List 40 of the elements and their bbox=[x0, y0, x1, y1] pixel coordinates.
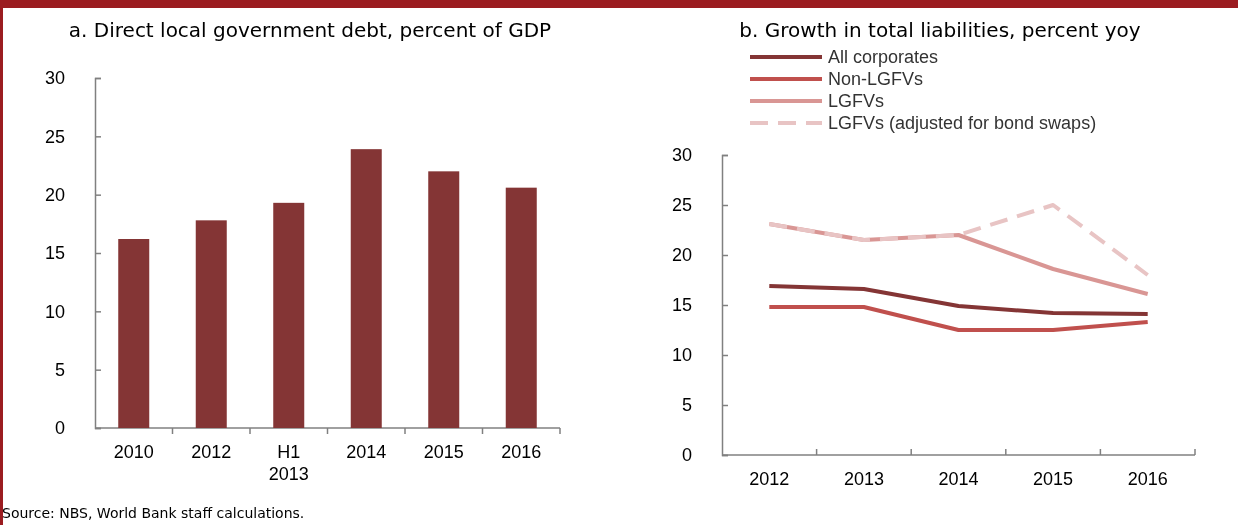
bar bbox=[505, 187, 537, 428]
bar bbox=[350, 149, 382, 428]
y-tick-label: 25 bbox=[44, 126, 65, 147]
y-tick-label: 20 bbox=[671, 245, 692, 266]
y-tick-label: 5 bbox=[681, 395, 692, 416]
bar bbox=[428, 171, 460, 428]
x-tick-label: 2012 bbox=[191, 442, 232, 462]
x-tick-label: 2015 bbox=[423, 442, 464, 462]
line-series bbox=[767, 203, 1150, 277]
legend-label: Non-LGFVs bbox=[828, 69, 924, 89]
y-tick-label: 30 bbox=[671, 145, 692, 166]
x-tick-label: 2012 bbox=[749, 469, 790, 489]
x-tick-label: H1 2013 bbox=[268, 442, 309, 484]
legend-label: All corporates bbox=[828, 47, 939, 67]
y-tick-label: 0 bbox=[681, 445, 692, 466]
x-tick-label: 2014 bbox=[346, 442, 387, 462]
y-tick-label: 30 bbox=[44, 68, 65, 89]
source-note: Source: NBS, World Bank staff calculations. bbox=[2, 505, 305, 521]
y-tick-label: 0 bbox=[54, 418, 65, 439]
x-tick-label: 2013 bbox=[843, 469, 884, 489]
chart-title: a. Direct local government debt, percent of GDP bbox=[68, 18, 552, 42]
y-tick-label: 10 bbox=[44, 301, 65, 322]
y-tick-label: 15 bbox=[671, 295, 692, 316]
bar bbox=[273, 202, 305, 428]
bar bbox=[118, 239, 150, 428]
line-series bbox=[767, 284, 1150, 316]
legend-label: LGFVs bbox=[828, 91, 885, 111]
y-tick-label: 20 bbox=[44, 184, 65, 205]
y-tick-label: 25 bbox=[671, 195, 692, 216]
x-tick-label: 2010 bbox=[113, 442, 154, 462]
y-tick-label: 10 bbox=[671, 345, 692, 366]
x-tick-label: 2016 bbox=[1127, 469, 1168, 489]
x-tick-label: 2014 bbox=[938, 469, 979, 489]
legend-label: LGFVs (adjusted for bond swaps) bbox=[828, 113, 1097, 133]
x-tick-label: 2015 bbox=[1033, 469, 1074, 489]
y-tick-label: 5 bbox=[54, 359, 65, 380]
bar bbox=[195, 220, 227, 428]
y-tick-label: 15 bbox=[44, 243, 65, 264]
x-tick-label: 2016 bbox=[501, 442, 542, 462]
chart-title: b. Growth in total liabilities, percent yoy bbox=[739, 18, 1141, 42]
